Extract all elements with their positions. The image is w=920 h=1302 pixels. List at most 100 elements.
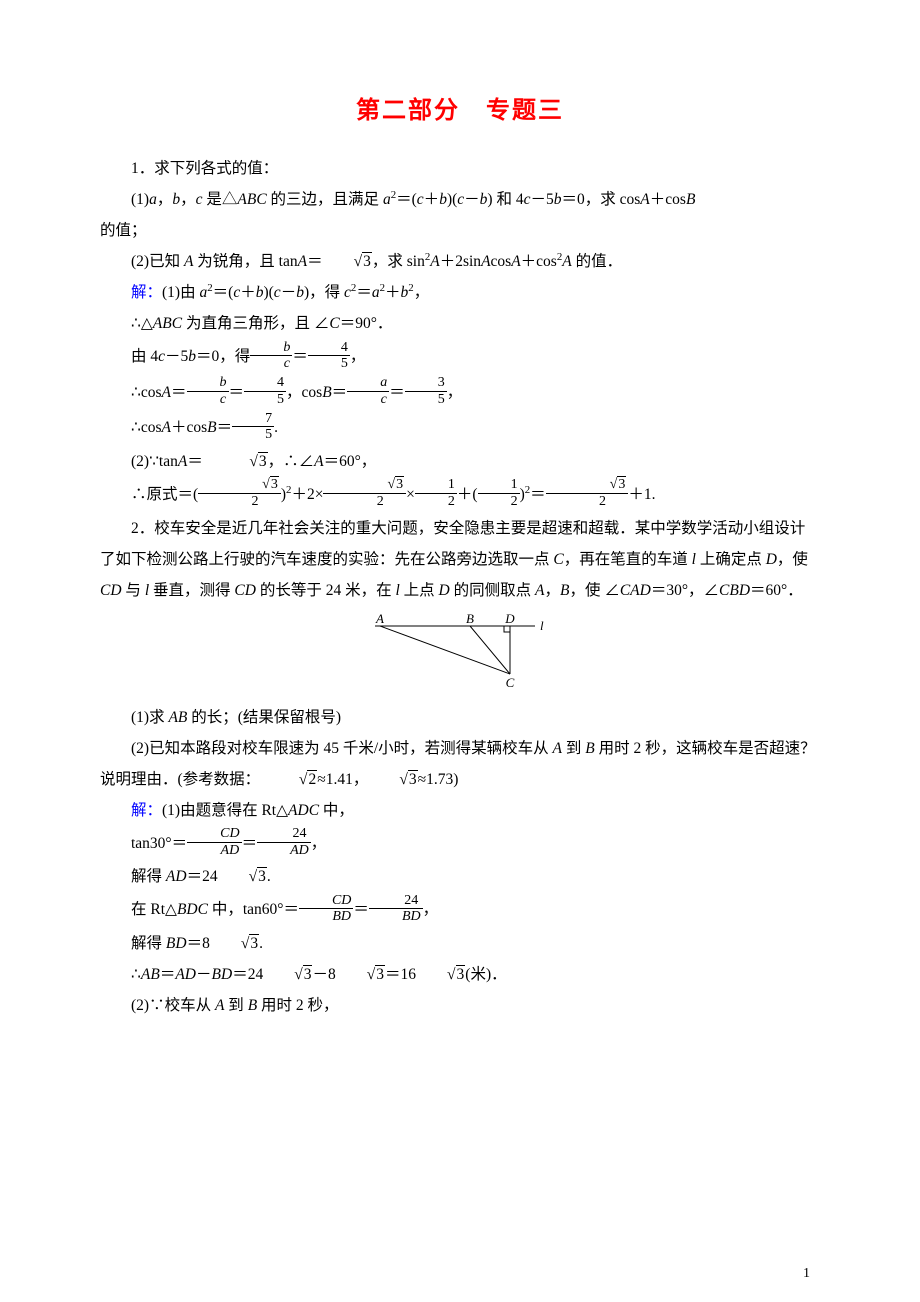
text: 上点	[400, 582, 439, 599]
var-AD: AD	[166, 868, 187, 885]
text: )(	[263, 284, 273, 301]
text: ，∴∠	[268, 453, 315, 470]
text: 到	[224, 997, 247, 1014]
text: .	[267, 868, 271, 885]
sqrt: 3	[323, 246, 372, 277]
text: ＝	[242, 835, 258, 852]
text: ＝	[160, 966, 176, 983]
text: －5	[530, 191, 553, 208]
solution-1-line1: 解：(1)由 a2＝(c＋b)(c－b)，得 c2＝a2＋b2，	[100, 277, 820, 308]
var-A: A	[430, 253, 439, 270]
var-AD: AD	[175, 966, 196, 983]
solution-label: 解：	[131, 802, 162, 819]
text: ＝	[356, 284, 372, 301]
text: ，	[423, 901, 439, 918]
text: ＝	[292, 348, 308, 365]
text: ＝(	[396, 191, 417, 208]
text: 的同侧取点	[450, 582, 535, 599]
text: ，求 sin	[372, 253, 425, 270]
text: 的长；(结果保留根号)	[187, 709, 341, 726]
problem-1-1: (1)a，b，c 是△ABC 的三边，且满足 a2＝(c＋b)(c－b) 和 4…	[100, 184, 820, 215]
fraction: bc	[250, 340, 292, 372]
var-CBD: CBD	[719, 582, 750, 599]
var-a: a	[372, 284, 380, 301]
sqrt: 3	[416, 959, 465, 990]
text: 解得	[131, 868, 166, 885]
fraction: 32	[546, 477, 629, 509]
var-BDC: BDC	[177, 901, 208, 918]
problem-2: 2．校车安全是近几年社会关注的重大问题，安全隐患主要是超速和超载．某中学数学活动…	[100, 513, 820, 606]
text: ＋2×	[291, 486, 323, 503]
text: ＝60°，	[324, 453, 377, 470]
svg-text:D: D	[504, 614, 515, 626]
text: ) 和 4	[487, 191, 523, 208]
var-c: c	[158, 348, 165, 365]
fraction: CDBD	[299, 893, 353, 925]
text: (1)	[131, 191, 149, 208]
fraction: 35	[405, 375, 447, 407]
var-A: A	[511, 253, 520, 270]
var-A: A	[640, 191, 649, 208]
var-B: B	[248, 997, 257, 1014]
solution-1-2-line2: ∴原式＝(32)2＋2×32×12＋(12)2＝32＋1.	[100, 477, 820, 513]
solution-2-line1: 解：(1)由题意得在 Rt△ADC 中，	[100, 795, 820, 826]
text: 与	[122, 582, 145, 599]
problem-2-1: (1)求 AB 的长；(结果保留根号)	[100, 702, 820, 733]
triangle-diagram: A B D l C	[100, 614, 820, 694]
text: (1)由题意得在 Rt△	[162, 802, 288, 819]
var-D: D	[439, 582, 450, 599]
text: 的三边，且满足	[267, 191, 383, 208]
var-c: c	[344, 284, 351, 301]
text: ＝0，求 cos	[562, 191, 641, 208]
var-A: A	[562, 253, 571, 270]
problem-2-2: (2)已知本路段对校车限速为 45 千米/小时，若测得某辆校车从 A 到 B 用…	[100, 733, 820, 795]
var-b: b	[172, 191, 180, 208]
text: ＝	[389, 384, 405, 401]
text: ，再在笔直的车道	[564, 551, 692, 568]
text: (2)已知本路段对校车限速为 45 千米/小时，若测得某辆校车从	[131, 740, 553, 757]
text: ≈1.41，	[317, 771, 368, 788]
text: ，	[447, 384, 463, 401]
fraction: 24BD	[369, 893, 423, 925]
var-A: A	[553, 740, 562, 757]
var-AB: AB	[141, 966, 160, 983]
text: ＝90°．	[340, 315, 393, 332]
var-ADC: ADC	[288, 802, 319, 819]
sqrt: 3	[210, 928, 259, 959]
text: 解得	[131, 935, 166, 952]
text: 中，tan60°＝	[208, 901, 299, 918]
var-B: B	[207, 419, 216, 436]
solution-2-line4: 在 Rt△BDC 中，tan60°＝CDBD＝24BD，	[100, 892, 820, 928]
text: ＝8	[187, 935, 210, 952]
page-number: 1	[803, 1266, 810, 1282]
text: ＝	[353, 901, 369, 918]
fraction: 32	[323, 477, 406, 509]
text: －	[281, 284, 297, 301]
text: 在 Rt△	[131, 901, 177, 918]
text: ＋	[385, 284, 401, 301]
solution-1-line5: ∴cosA＋cosB＝75.	[100, 410, 820, 446]
text: )，得	[304, 284, 344, 301]
text: ＝	[307, 253, 323, 270]
sqrt: 3	[368, 764, 417, 795]
var-b: b	[296, 284, 304, 301]
text: ∴	[131, 966, 141, 983]
sqrt: 3	[218, 446, 267, 477]
text: 到	[562, 740, 585, 757]
text: ＋cos	[521, 253, 557, 270]
text: 垂直，测得	[149, 582, 234, 599]
var-D: D	[766, 551, 777, 568]
text: ，	[311, 835, 327, 852]
var-CD: CD	[234, 582, 256, 599]
fraction: 75	[232, 411, 274, 443]
var-CD: CD	[100, 582, 122, 599]
var-B: B	[585, 740, 594, 757]
var-abc: ABC	[237, 191, 266, 208]
text: ，	[180, 191, 196, 208]
sqrt: 3	[336, 959, 385, 990]
solution-1-line4: ∴cosA＝bc＝45，cosB＝ac＝35，	[100, 375, 820, 411]
text: ＝	[332, 384, 348, 401]
var-BD: BD	[166, 935, 187, 952]
text: －	[464, 191, 480, 208]
solution-2-2-line1: (2)∵校车从 A 到 B 用时 2 秒，	[100, 990, 820, 1021]
